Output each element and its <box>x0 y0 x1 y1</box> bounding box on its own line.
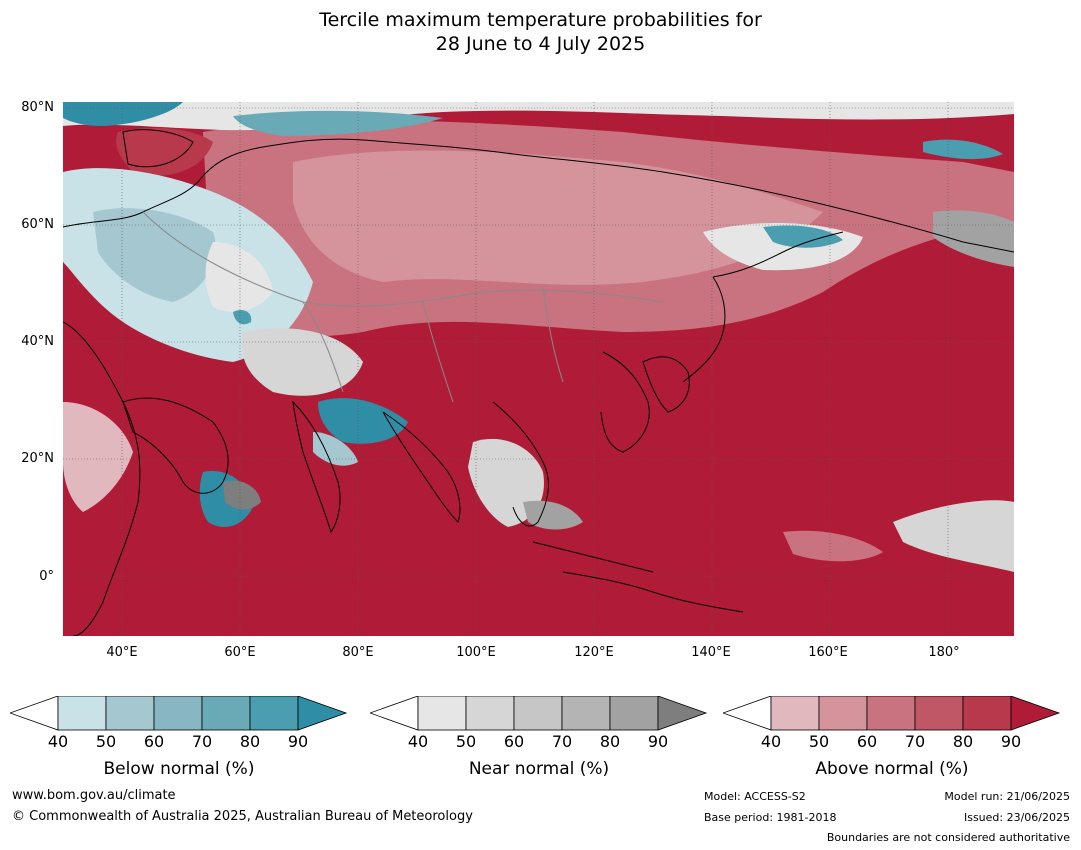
siberia-warm-region <box>293 150 823 285</box>
below-colorbar-arrow-high <box>297 696 348 731</box>
graticule <box>63 102 1014 636</box>
model-text: Model: ACCESS-S2 <box>704 790 806 803</box>
lat-label-60n: 60°N <box>21 217 54 232</box>
above-tick-80: 80 <box>952 732 974 751</box>
above-colorbar-bin-50-60 <box>818 696 868 731</box>
lat-label-80n: 80°N <box>21 100 54 115</box>
near-colorbar-bin-60-70 <box>513 696 563 731</box>
lon-label-140e: 140°E <box>691 645 731 660</box>
disclaimer-text: Boundaries are not considered authoritat… <box>826 831 1070 844</box>
below-tick-50: 50 <box>95 732 117 751</box>
russia-below-normal-core <box>93 208 216 302</box>
india-below-normal-fringe <box>313 432 358 466</box>
title-line-2: 28 June to 4 July 2025 <box>435 33 646 55</box>
website-link[interactable]: www.bom.gov.au/climate <box>12 788 176 803</box>
below-tick-60: 60 <box>143 732 165 751</box>
near-tick-90: 90 <box>647 732 669 751</box>
above-colorbar-arrow-high <box>1010 696 1061 731</box>
near-colorbar-bin-80-90 <box>609 696 659 731</box>
above-colorbar-bin-40-50 <box>770 696 820 731</box>
near-tick-70: 70 <box>551 732 573 751</box>
above-normal-legend-title: Above normal (%) <box>815 759 969 779</box>
model-run-text: Model run: 21/06/2025 <box>944 790 1070 803</box>
above-tick-70: 70 <box>904 732 926 751</box>
below-colorbar-bin-60-70 <box>153 696 203 731</box>
above-colorbar-bin-80-90 <box>962 696 1012 731</box>
lon-label-180: 180° <box>928 645 960 660</box>
coastlines <box>63 129 1014 636</box>
near-normal-legend-title: Near normal (%) <box>468 759 610 779</box>
lat-label-20n: 20°N <box>21 451 54 466</box>
okhotsk-below-normal-region <box>763 225 843 248</box>
central-asia-near-normal-region <box>241 328 363 396</box>
below-colorbar-bin-80-90 <box>249 696 299 731</box>
near-colorbar-bin-40-50 <box>417 696 467 731</box>
near-normal-colorbar <box>370 696 708 731</box>
below-colorbar-arrow-low <box>10 696 59 731</box>
below-tick-90: 90 <box>287 732 309 751</box>
africa-warm-fringe <box>63 402 133 512</box>
map-canvas <box>63 102 1014 636</box>
near-colorbar-arrow-high <box>657 696 708 731</box>
below-colorbar-bin-70-80 <box>201 696 251 731</box>
below-normal-colorbar <box>10 696 348 731</box>
near-tick-60: 60 <box>503 732 525 751</box>
near-tick-40: 40 <box>407 732 429 751</box>
map-title: Tercile maximum temperature probabilitie… <box>0 8 1081 56</box>
near-colorbar-arrow-low <box>370 696 419 731</box>
near-colorbar-ticks: 40 50 60 70 80 90 <box>370 733 708 753</box>
country-borders <box>142 211 664 403</box>
lon-label-160e: 160°E <box>808 645 848 660</box>
copyright-text: © Commonwealth of Australia 2025, Austra… <box>12 809 473 824</box>
near-tick-50: 50 <box>455 732 477 751</box>
base-period-text: Base period: 1981-2018 <box>704 811 837 824</box>
aral-below-normal-patch <box>233 310 252 325</box>
pacific-warm-patch <box>783 530 883 562</box>
below-tick-80: 80 <box>239 732 261 751</box>
lon-label-40e: 40°E <box>106 645 138 660</box>
lat-label-40n: 40°N <box>21 334 54 349</box>
below-tick-70: 70 <box>191 732 213 751</box>
horn-of-africa-near-normal-core <box>223 480 261 510</box>
north-india-below-normal-region <box>318 398 408 444</box>
near-colorbar-bin-50-60 <box>465 696 515 731</box>
near-tick-80: 80 <box>599 732 621 751</box>
arctic-below-normal-patch-east <box>923 139 1003 160</box>
lon-label-120e: 120°E <box>574 645 614 660</box>
lat-label-0: 0° <box>39 569 54 584</box>
title-line-1: Tercile maximum temperature probabilitie… <box>319 9 762 31</box>
issued-text: Issued: 23/06/2025 <box>963 811 1070 824</box>
near-colorbar-bin-70-80 <box>561 696 611 731</box>
arctic-below-normal-patch-kara <box>233 110 443 136</box>
bering-near-normal-region <box>933 210 1014 267</box>
above-colorbar-bin-70-80 <box>914 696 964 731</box>
above-colorbar-bin-60-70 <box>866 696 916 731</box>
pacific-near-normal-region-south <box>893 500 1014 572</box>
lon-label-100e: 100°E <box>456 645 496 660</box>
above-tick-60: 60 <box>856 732 878 751</box>
below-colorbar-bin-40-50 <box>57 696 107 731</box>
lon-label-80e: 80°E <box>342 645 374 660</box>
above-colorbar-ticks: 40 50 60 70 80 90 <box>723 733 1061 753</box>
below-tick-40: 40 <box>47 732 69 751</box>
below-colorbar-bin-50-60 <box>105 696 155 731</box>
above-tick-50: 50 <box>808 732 830 751</box>
above-normal-colorbar <box>723 696 1061 731</box>
probability-map <box>63 102 1014 636</box>
below-normal-legend-title: Below normal (%) <box>103 759 255 779</box>
above-tick-40: 40 <box>760 732 782 751</box>
below-colorbar-ticks: 40 50 60 70 80 90 <box>10 733 348 753</box>
above-tick-90: 90 <box>1000 732 1022 751</box>
lon-label-60e: 60°E <box>224 645 256 660</box>
above-colorbar-arrow-low <box>723 696 772 731</box>
